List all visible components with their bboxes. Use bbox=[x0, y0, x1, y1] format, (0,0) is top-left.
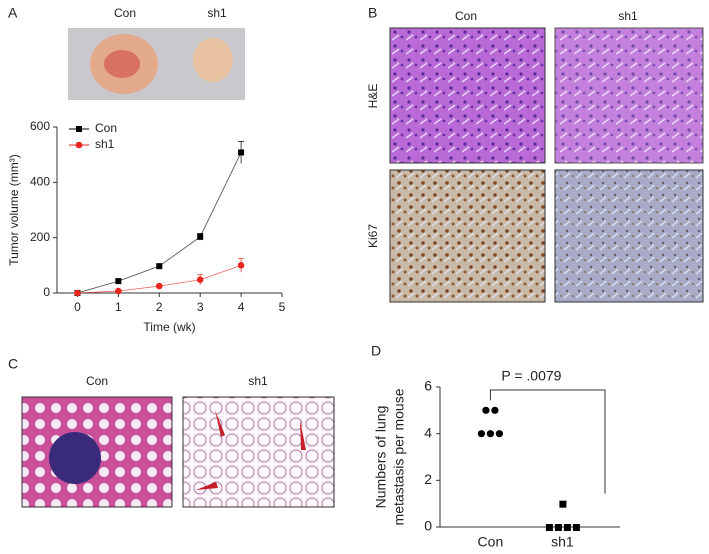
marker bbox=[563, 524, 571, 531]
legend-label: Con bbox=[95, 121, 117, 135]
he-sh1-image bbox=[554, 27, 704, 164]
marker bbox=[75, 141, 83, 149]
marker bbox=[197, 233, 204, 240]
panel-label: C bbox=[8, 356, 18, 372]
y-axis-label: Tumor volume (mm³) bbox=[7, 154, 21, 266]
he-con-image bbox=[389, 27, 546, 164]
marker bbox=[482, 406, 490, 414]
marker bbox=[115, 287, 122, 295]
panel-label: D bbox=[371, 343, 381, 359]
image-label: sh1 bbox=[248, 374, 268, 388]
y-tick-label: 200 bbox=[30, 230, 50, 244]
column-label: Con bbox=[455, 9, 477, 23]
marker bbox=[477, 430, 485, 438]
x-axis-label: Time (wk) bbox=[143, 320, 195, 334]
tumor-sh1 bbox=[193, 38, 233, 82]
marker bbox=[196, 276, 204, 284]
x-tick-label: 0 bbox=[74, 300, 81, 314]
metastasis-nodule bbox=[49, 432, 101, 484]
x-tick-label: 1 bbox=[115, 300, 122, 314]
marker bbox=[238, 149, 245, 156]
photo-label: Con bbox=[114, 6, 136, 20]
significance-bracket bbox=[489, 389, 606, 494]
ki67-sh1-image bbox=[554, 169, 704, 303]
marker bbox=[559, 500, 567, 508]
y-tick-label: 0 bbox=[43, 285, 50, 299]
panel-label: B bbox=[368, 5, 377, 21]
marker bbox=[237, 262, 245, 269]
x-tick-label: 3 bbox=[197, 300, 204, 314]
marker bbox=[491, 406, 499, 414]
marker bbox=[155, 282, 163, 290]
y-tick-label: 2 bbox=[424, 471, 432, 487]
marker bbox=[74, 289, 81, 297]
legend-label: sh1 bbox=[95, 137, 115, 151]
y-tick-label: 0 bbox=[424, 518, 432, 534]
y-tick-label: 600 bbox=[30, 119, 50, 133]
y-axis-label: metastasis per mouse bbox=[391, 388, 407, 525]
marker bbox=[495, 430, 503, 438]
tumor-con-core bbox=[104, 50, 140, 78]
ki67-con-image bbox=[389, 169, 546, 303]
row-label: Ki67 bbox=[366, 224, 380, 248]
x-tick-label: 4 bbox=[238, 300, 245, 314]
marker bbox=[115, 278, 122, 285]
marker bbox=[554, 524, 562, 531]
photo-label: sh1 bbox=[207, 6, 227, 20]
marker bbox=[156, 263, 163, 270]
panel-label: A bbox=[8, 5, 18, 21]
series-line bbox=[77, 152, 242, 294]
y-axis-label: Numbers of lung bbox=[373, 406, 389, 509]
column-label: sh1 bbox=[618, 9, 638, 23]
marker bbox=[76, 126, 82, 132]
marker bbox=[572, 524, 580, 531]
y-tick-label: 400 bbox=[30, 175, 50, 189]
axis bbox=[439, 387, 620, 528]
axis bbox=[56, 127, 282, 294]
y-tick-label: 4 bbox=[424, 424, 432, 440]
x-tick-label: 5 bbox=[279, 300, 286, 314]
x-tick-label: 2 bbox=[156, 300, 163, 314]
lung-sh1-image bbox=[182, 396, 335, 508]
marker bbox=[486, 430, 494, 438]
image-label: Con bbox=[86, 374, 108, 388]
row-label: H&E bbox=[366, 84, 380, 109]
y-tick-label: 6 bbox=[424, 378, 432, 394]
x-tick-label: Con bbox=[478, 534, 504, 549]
p-value: P = .0079 bbox=[501, 368, 561, 384]
x-tick-label: sh1 bbox=[551, 534, 574, 549]
marker bbox=[545, 524, 553, 531]
